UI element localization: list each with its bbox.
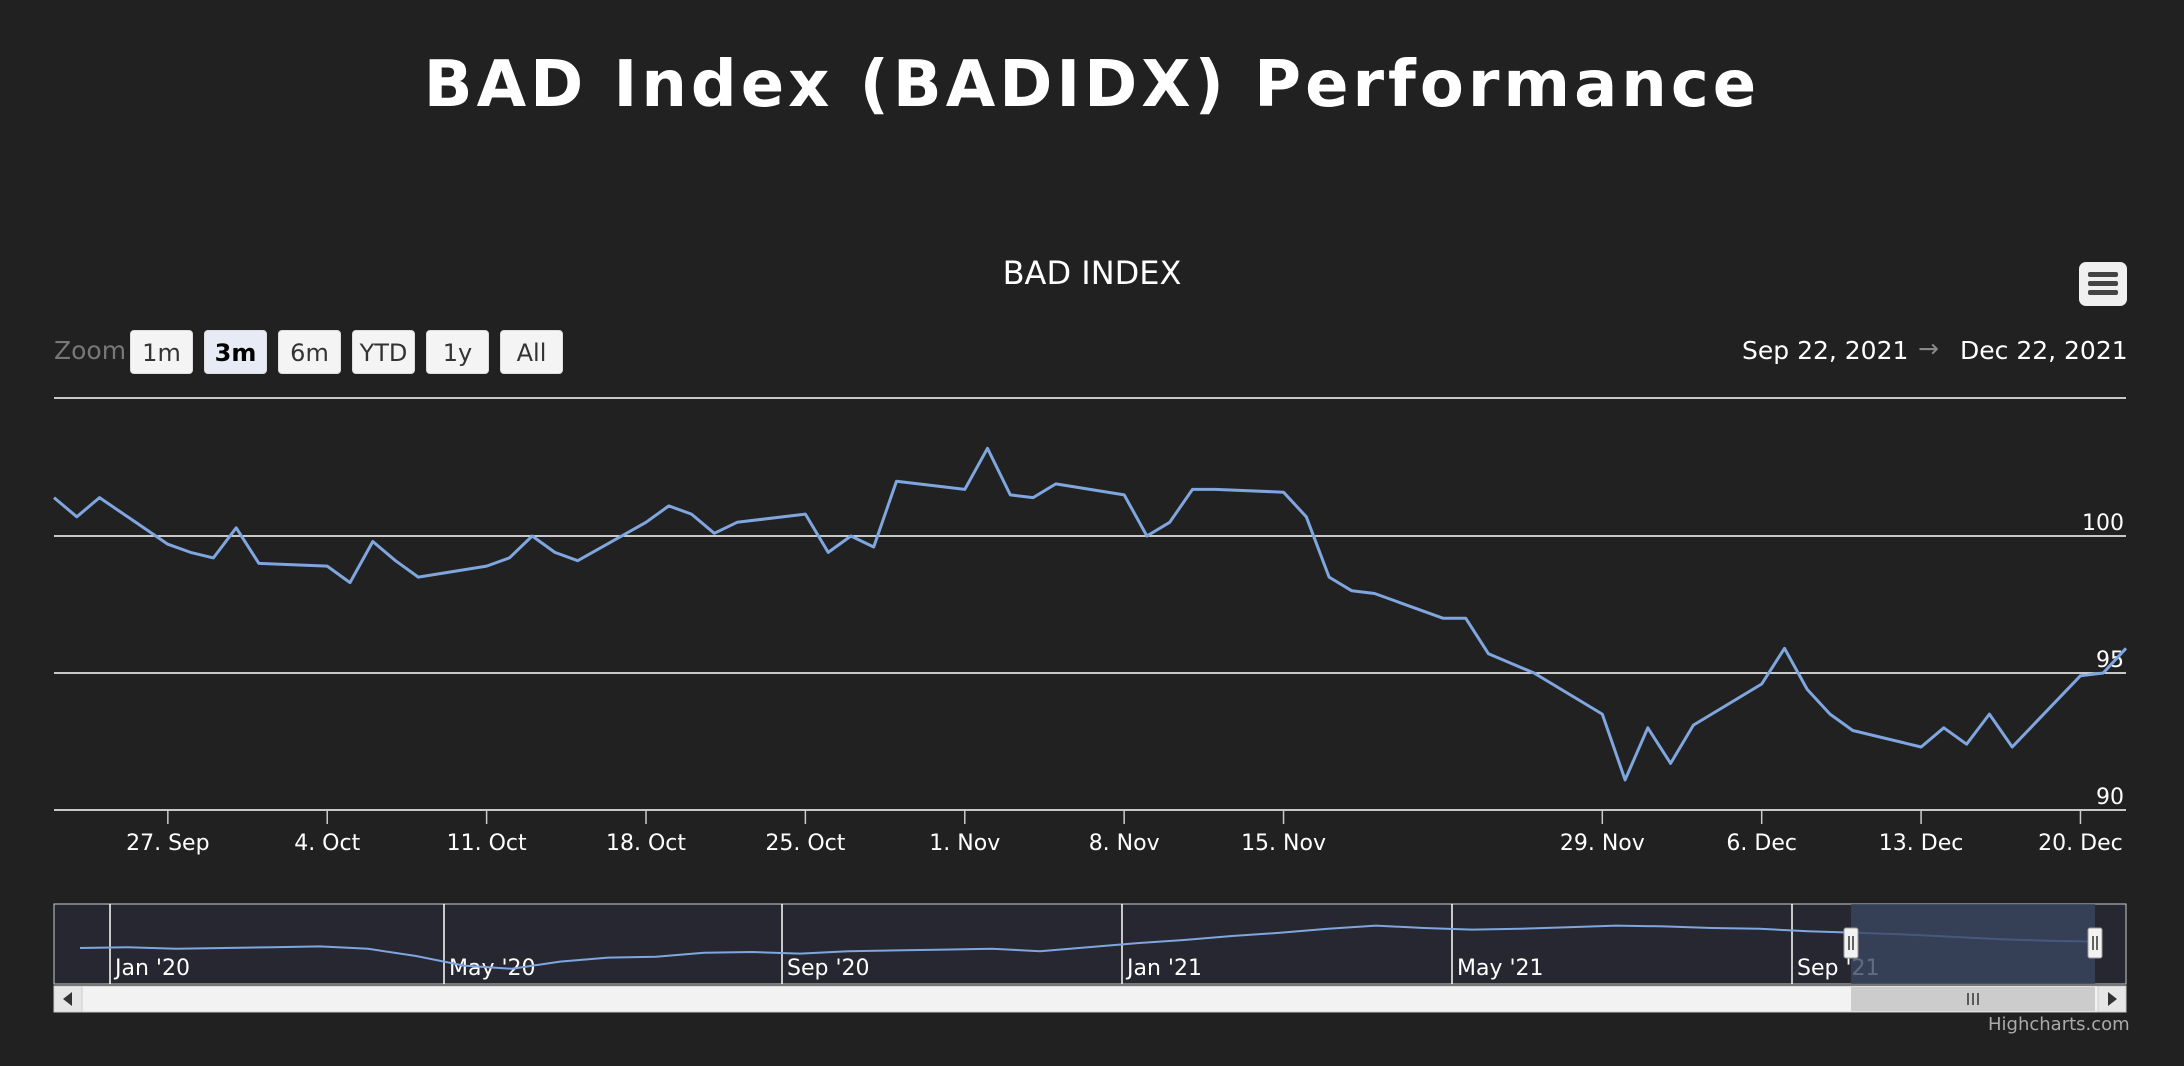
y-tick-label: 95	[2096, 648, 2124, 673]
x-tick-label: 29. Nov	[1560, 831, 1645, 856]
zoom-button-ytd[interactable]: YTD	[352, 330, 415, 374]
x-tick-label: 8. Nov	[1089, 831, 1160, 856]
grid-layer	[54, 397, 2126, 811]
x-axis-ticks: 27. Sep 4. Oct 11. Oct 18. Oct 25. Oct 1. Nov…	[126, 810, 2123, 856]
navigator-series-line	[79, 924, 2097, 970]
x-tick-label: 6. Dec	[1726, 831, 1797, 856]
x-tick-label: 11. Oct	[447, 831, 527, 856]
y-tick-label: 100	[2082, 511, 2124, 536]
range-from-input[interactable]: Sep 22, 2021	[1742, 336, 1909, 365]
highcharts-credit[interactable]: Highcharts.com	[1988, 1014, 2130, 1035]
zoom-button-6m[interactable]: 6m	[278, 330, 341, 374]
x-tick-label: 18. Oct	[606, 831, 686, 856]
zoom-button-3m[interactable]: 3m	[204, 330, 267, 374]
navigator-right-handle[interactable]	[2087, 927, 2103, 959]
navigator-background	[53, 903, 2127, 985]
x-tick-label: 4. Oct	[294, 831, 360, 856]
chevron-left-icon	[63, 992, 72, 1006]
hamburger-menu-icon-bar	[2088, 281, 2118, 286]
x-tick-label: 20. Dec	[2038, 831, 2123, 856]
chevron-right-icon	[2108, 992, 2117, 1006]
navigator-label: Sep '20	[787, 956, 870, 981]
x-tick-label: 27. Sep	[126, 831, 209, 856]
navigator-selected-range	[1851, 904, 2095, 984]
x-tick-label: 25. Oct	[765, 831, 845, 856]
x-tick-label: 13. Dec	[1879, 831, 1964, 856]
zoom-button-1y[interactable]: 1y	[426, 330, 489, 374]
navigator-label: May '21	[1457, 956, 1544, 981]
y-tick-label: 90	[2096, 785, 2124, 810]
series-layer	[53, 446, 2128, 782]
chart-title: BAD INDEX	[1002, 254, 1182, 292]
scrollbar[interactable]	[53, 985, 2127, 1013]
range-arrow-icon: →	[1918, 334, 1939, 363]
navigator-label: Jan '20	[113, 956, 190, 981]
series-line	[53, 446, 2128, 782]
chart-menu-button[interactable]	[2079, 262, 2127, 306]
zoom-button-all[interactable]: All	[500, 330, 563, 374]
navigator-left-handle[interactable]	[1843, 927, 1859, 959]
y-axis-ticks: 90 95 100	[2082, 511, 2124, 810]
handle-grip-icon	[2087, 927, 2103, 959]
navigator-label: Jan '21	[1125, 956, 1202, 981]
range-to-input[interactable]: Dec 22, 2021	[1960, 336, 2128, 365]
zoom-label: Zoom	[54, 336, 127, 365]
handle-grip-icon	[1843, 927, 1859, 959]
navigator-label: May '20	[449, 956, 536, 981]
zoom-button-1m[interactable]: 1m	[130, 330, 193, 374]
x-tick-label: 15. Nov	[1241, 831, 1326, 856]
page-title: BAD Index (BADIDX) Performance	[423, 48, 1761, 122]
navigator[interactable]: Jan '20 May '20 Sep '20 Jan '21 May '21 Sep '…	[53, 903, 2127, 985]
hamburger-menu-icon	[2088, 272, 2118, 277]
scrollbar-track	[53, 985, 2127, 1013]
x-tick-label: 1. Nov	[929, 831, 1000, 856]
hamburger-menu-icon-bar	[2088, 290, 2118, 295]
